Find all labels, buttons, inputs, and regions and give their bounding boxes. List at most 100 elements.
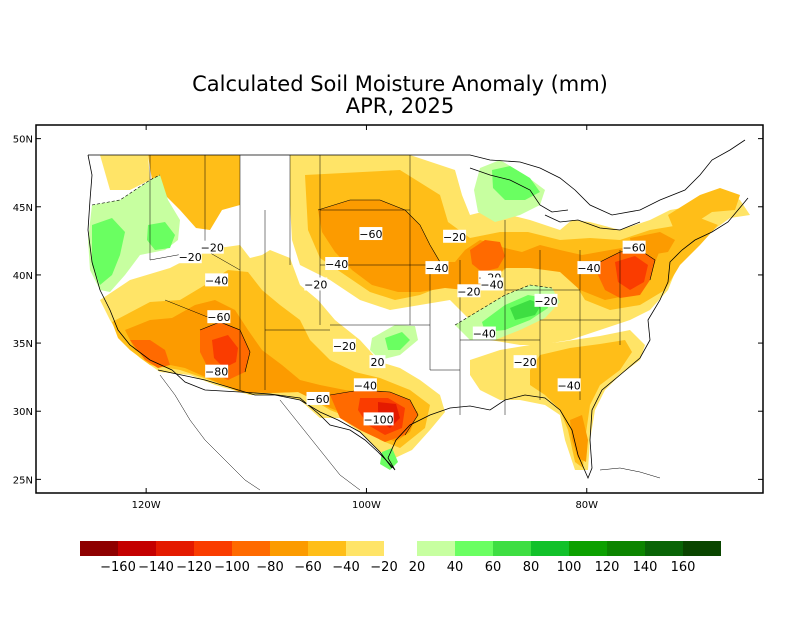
legend-label: −40	[332, 560, 359, 575]
contour-label: −20	[179, 251, 202, 264]
legend-swatch-negative	[346, 541, 384, 556]
contour-label: −40	[577, 262, 600, 275]
contour-label: −40	[354, 379, 377, 392]
contour-label-bg	[178, 250, 202, 264]
anomaly-area-ok-wet-40	[385, 332, 410, 350]
contour-label-bg	[425, 261, 449, 275]
legend-swatch-negative	[118, 541, 156, 556]
contour-label-bg	[332, 338, 356, 352]
legend-swatch-negative	[270, 541, 308, 556]
longitude-axis: 120W 100W 80W	[132, 125, 598, 511]
legend-label: −120	[176, 560, 212, 575]
anomaly-area-az-100	[212, 335, 238, 368]
state-borders	[149, 155, 621, 415]
contour-label-bg	[359, 227, 383, 241]
legend-label: −60	[294, 560, 321, 575]
legend-swatch-positive	[417, 541, 455, 556]
legend-swatch-negative	[80, 541, 118, 556]
lon-tick-label: 80W	[575, 500, 598, 511]
contour-labels: −60−40−20−40−20−20−20−40−20−40−60−20−20−…	[179, 227, 646, 426]
contour-label-bg	[577, 261, 601, 275]
contour-label: −40	[473, 328, 496, 341]
contour-label: 20	[370, 356, 384, 369]
legend-label: 80	[523, 560, 540, 575]
contour-label-bg	[325, 257, 349, 271]
contour-label-bg	[363, 412, 394, 426]
legend-swatch-positive	[607, 541, 645, 556]
contour-label-bg	[306, 391, 330, 405]
legend-label: 140	[633, 560, 658, 575]
contour-label: −20	[333, 340, 356, 353]
legend-label: −140	[138, 560, 174, 575]
legend-swatch-negative	[156, 541, 194, 556]
anomaly-area-ne-20	[668, 188, 740, 232]
lon-tick-label: 120W	[132, 500, 161, 511]
legend-swatch-positive	[493, 541, 531, 556]
mexico-border	[157, 369, 393, 469]
contour-label-bg	[205, 364, 229, 378]
anomaly-area-pnw-wet-40	[92, 218, 125, 285]
contour-label: −60	[623, 242, 646, 255]
mexico-coast	[159, 374, 361, 491]
legend-label: 60	[485, 560, 502, 575]
contour-label-bg	[622, 240, 646, 254]
contour-label: −40	[325, 258, 348, 271]
contour-label-bg	[205, 273, 229, 287]
legend-swatch-negative	[232, 541, 270, 556]
lat-tick-label: 40N	[13, 271, 33, 282]
great-lakes	[469, 167, 641, 231]
contour-label: −20	[201, 242, 224, 255]
legend-label: −100	[214, 560, 250, 575]
anomaly-area-ohio-valley-wet-60	[510, 300, 542, 320]
anomaly-area-florida-60	[570, 415, 588, 462]
anomaly-area-montana	[100, 155, 150, 190]
lat-tick-label: 30N	[13, 407, 33, 418]
geographic-outlines	[87, 139, 749, 491]
legend-label: 100	[557, 560, 582, 575]
legend-swatch-positive	[569, 541, 607, 556]
legend-swatch-positive	[455, 541, 493, 556]
legend-swatch-positive	[531, 541, 569, 556]
map-subtitle: APR, 2025	[345, 94, 455, 118]
contour-label-bg	[534, 293, 558, 307]
canada-border	[88, 139, 746, 216]
contour-label: −40	[425, 262, 448, 275]
contour-label-bg	[369, 355, 386, 369]
contour-label-bg	[557, 378, 581, 392]
contour-label-bg	[304, 277, 328, 291]
contour-label: −60	[207, 311, 230, 324]
contour-label: −40	[205, 274, 228, 287]
legend-swatch-negative	[308, 541, 346, 556]
contour-label: −40	[480, 278, 503, 291]
anomaly-area-idaho-wet	[147, 222, 175, 250]
legend-label: 160	[671, 560, 696, 575]
latitude-axis: 50N 45N 40N 35N 30N 25N	[13, 135, 763, 486]
legend-label: −80	[256, 560, 283, 575]
lon-tick-label: 100W	[352, 500, 381, 511]
anomaly-area-iowa-80	[470, 240, 505, 272]
legend-swatch-positive	[683, 541, 721, 556]
contour-label-bg	[207, 310, 231, 324]
contour-label: −40	[558, 379, 581, 392]
contour-label-bg	[200, 240, 224, 254]
contour-label: −60	[359, 228, 382, 241]
contour-label: −20	[513, 356, 536, 369]
legend-swatch-positive	[645, 541, 683, 556]
contour-line	[91, 174, 161, 206]
map-title: Calculated Soil Moisture Anomaly (mm)	[192, 72, 608, 96]
map-layer: −60−40−20−40−20−20−20−40−20−40−60−20−20−…	[87, 139, 750, 491]
contour-label: −20	[304, 278, 327, 291]
contour-label-bg	[353, 378, 377, 392]
contour-label: −20	[457, 285, 480, 298]
lat-tick-label: 25N	[13, 475, 33, 486]
lat-tick-label: 35N	[13, 339, 33, 350]
cuba-outline	[599, 467, 661, 479]
legend-label: 40	[447, 560, 464, 575]
legend-label: −160	[100, 560, 136, 575]
contour-label-bg	[513, 355, 537, 369]
contour-label: −20	[534, 295, 557, 308]
legend-swatch-negative	[194, 541, 232, 556]
anomaly-area-ca-80	[130, 340, 170, 368]
contour-label-bg	[472, 326, 496, 340]
